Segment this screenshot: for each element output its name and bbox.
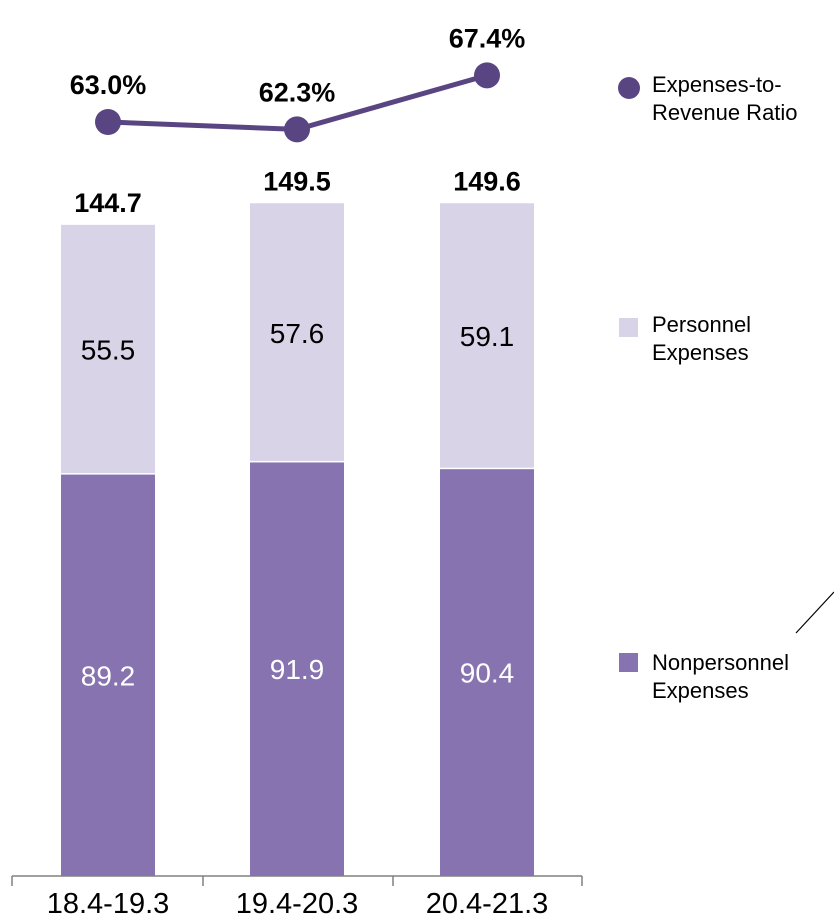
ratio-label-0: 63.0%	[70, 70, 147, 100]
label-personnel-0: 55.5	[81, 335, 136, 366]
bar-personnel-2	[440, 203, 534, 468]
ratio-point-1	[284, 116, 310, 143]
label-personnel-2: 59.1	[460, 321, 515, 352]
legend: Expenses-to- Revenue Ratio Personnel Expens…	[618, 72, 798, 703]
legend-marker-2	[619, 653, 638, 672]
x-tick-label-0: 18.4-19.3	[47, 888, 170, 919]
label-total-2: 149.6	[453, 166, 521, 196]
label-total-0: 144.7	[74, 188, 142, 218]
bar-nonpersonnel-1	[250, 462, 344, 876]
ratio-label-1: 62.3%	[259, 77, 336, 107]
legend-label-0-0: Expenses-to-	[652, 72, 782, 97]
label-nonpersonnel-0: 89.2	[81, 660, 136, 691]
label-nonpersonnel-1: 91.9	[270, 654, 325, 685]
x-tick-label-2: 20.4-21.3	[426, 888, 549, 919]
bar-nonpersonnel-0	[61, 474, 155, 876]
legend-label-2-1: Expenses	[652, 678, 749, 703]
legend-label-0-1: Revenue Ratio	[652, 100, 798, 125]
ratio-point-0	[95, 109, 121, 135]
label-personnel-1: 57.6	[270, 318, 325, 349]
legend-label-2-0: Nonpersonnel	[652, 650, 789, 675]
ratio-point-2	[474, 62, 500, 89]
x-tick-label-1: 19.4-20.3	[236, 888, 359, 919]
bar-nonpersonnel-2	[440, 469, 534, 876]
legend-marker-0	[618, 77, 640, 99]
ratio-label-2: 67.4%	[449, 23, 526, 53]
bar-layer: 89.2 55.5 144.7 91.9 57.6 149.5 90.4 59.1 149.6	[61, 166, 534, 876]
ratio-line-layer: 63.0% 62.3% 67.4%	[70, 23, 526, 143]
legend-label-1-0: Personnel	[652, 312, 751, 337]
bar-personnel-1	[250, 203, 344, 461]
label-total-1: 149.5	[263, 166, 331, 196]
bar-personnel-0	[61, 224, 155, 474]
label-nonpersonnel-2: 90.4	[460, 658, 515, 689]
legend-label-1-1: Expenses	[652, 340, 749, 365]
x-axis: 18.4-19.3 19.4-20.3 20.4-21.3	[11, 875, 583, 919]
legend-marker-1	[619, 318, 638, 337]
decorative-stroke	[795, 591, 834, 634]
